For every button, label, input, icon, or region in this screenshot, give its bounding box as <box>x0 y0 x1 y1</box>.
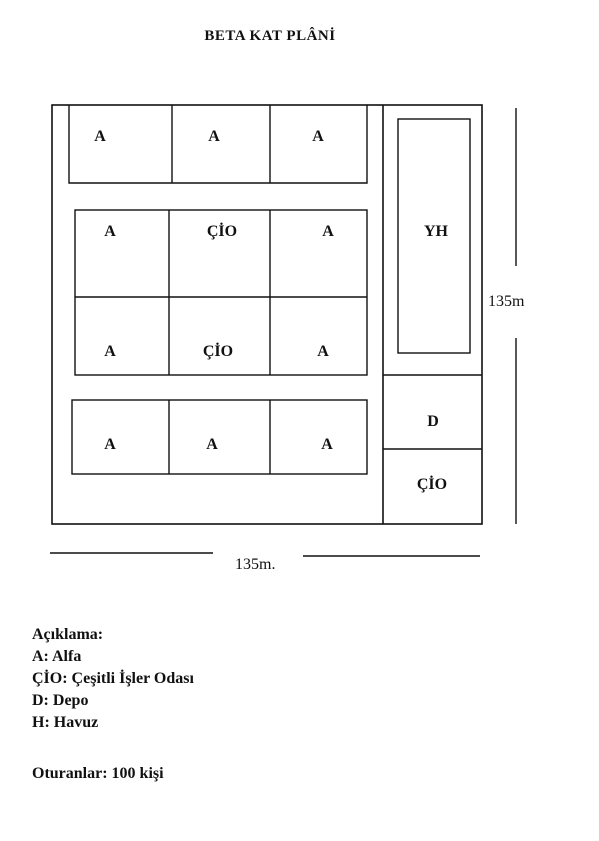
pool-label: YH <box>424 223 449 240</box>
legend-item: ÇİO: Çeşitli İşler Odası <box>32 670 194 687</box>
room-block-frame <box>74 209 368 376</box>
misc-room-label: ÇİO <box>417 474 447 493</box>
room-row-1-frame <box>68 105 368 184</box>
room-block-middle: A ÇİO A A ÇİO A <box>74 209 368 376</box>
storage-label: D <box>427 413 439 430</box>
room-label: A <box>317 343 329 360</box>
legend-item: A: Alfa <box>32 648 82 665</box>
room-row-4: A A A <box>71 399 368 475</box>
room-label: A <box>321 436 333 453</box>
room-label: A <box>104 343 116 360</box>
room-label: A <box>206 436 218 453</box>
pool-room <box>397 118 471 354</box>
room-label: A <box>104 436 116 453</box>
plan-title: BETA KAT PLÂNİ <box>204 28 336 44</box>
legend-item: H: Havuz <box>32 714 99 731</box>
room-label: A <box>312 128 324 145</box>
legend-item: D: Depo <box>32 692 89 709</box>
occupants-note: Oturanlar: 100 kişi <box>32 765 164 782</box>
floor-plan: A A A A ÇİO A A ÇİO A A A A YH D ÇİO 135… <box>50 104 525 573</box>
room-label: A <box>104 223 116 240</box>
room-label: A <box>208 128 220 145</box>
legend-heading: Açıklama: <box>32 626 104 643</box>
room-row-1: A A A <box>68 105 368 184</box>
room-row-4-frame <box>71 399 368 475</box>
room-label: A <box>94 128 106 145</box>
outer-wall <box>51 104 483 525</box>
room-label: ÇİO <box>207 221 237 240</box>
height-dimension-label: 135m <box>488 293 525 310</box>
room-label: ÇİO <box>203 341 233 360</box>
room-label: A <box>322 223 334 240</box>
legend: Açıklama: A: Alfa ÇİO: Çeşitli İşler Oda… <box>32 624 194 734</box>
width-dimension-label: 135m. <box>235 556 275 573</box>
